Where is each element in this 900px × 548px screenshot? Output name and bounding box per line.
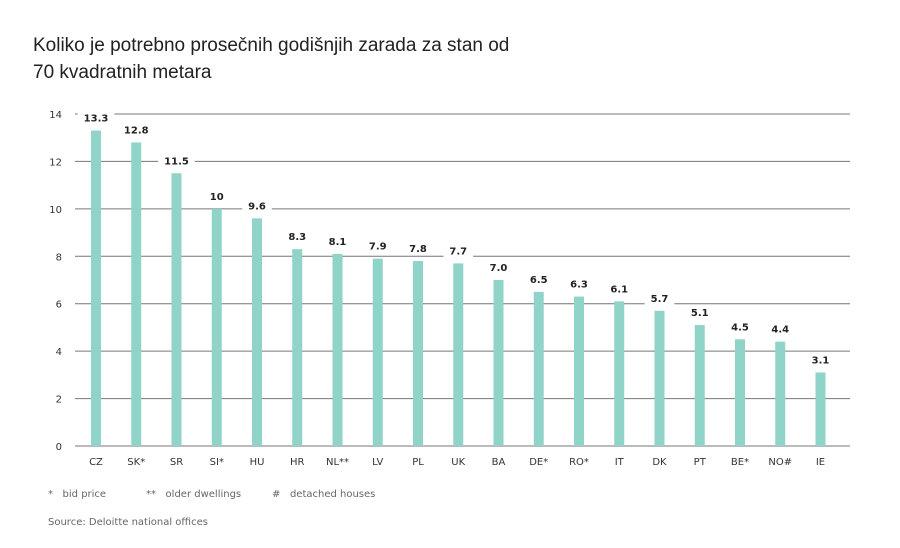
data-label: 7.8: [409, 244, 427, 255]
x-tick-label: IE: [816, 457, 825, 468]
bar: [453, 263, 464, 446]
data-label: 3.1: [812, 355, 830, 366]
bar: [211, 208, 222, 446]
y-tick-label: 8: [56, 252, 62, 263]
data-label-bg: [242, 198, 272, 213]
data-label-bg: [805, 352, 836, 367]
x-tick-label: CZ: [89, 457, 103, 468]
data-label: 4.5: [731, 322, 749, 333]
data-label-bg: [765, 321, 796, 336]
bar: [91, 130, 101, 446]
data-label-bg: [684, 305, 715, 320]
source-note: Source: Deloitte national offices: [48, 517, 208, 528]
y-tick-label: 0: [56, 442, 62, 453]
bar: [131, 142, 142, 446]
note-text: bid price: [62, 489, 107, 500]
bar: [815, 372, 826, 446]
data-label-bg: [77, 110, 115, 125]
data-label-bg: [403, 241, 433, 256]
data-label: 6.5: [530, 275, 548, 286]
data-label: 5.7: [651, 294, 669, 305]
y-tick-label: 10: [49, 205, 62, 216]
note-bid-price: * bid price: [48, 489, 106, 500]
data-label: 12.8: [124, 125, 149, 136]
y-tick-label: 6: [56, 300, 62, 311]
bar: [533, 291, 544, 446]
data-label: 7.0: [490, 263, 508, 274]
x-tick-label: UK: [451, 457, 465, 468]
bar: [292, 249, 303, 446]
x-tick-label: SI*: [210, 457, 224, 468]
note-symbol: **: [146, 489, 156, 500]
data-label-bg: [158, 153, 195, 168]
data-label-bg: [604, 281, 635, 296]
data-label-bg: [282, 229, 313, 244]
bar: [654, 310, 665, 446]
x-tick-label: NL**: [326, 457, 349, 468]
data-label: 7.7: [449, 246, 467, 257]
data-label: 6.3: [570, 280, 588, 291]
bar: [372, 258, 383, 446]
data-label-bg: [362, 238, 393, 253]
bar: [614, 301, 625, 446]
x-tick-label: SK*: [127, 457, 145, 468]
data-label-bg: [117, 122, 155, 137]
x-tick-label: IT: [615, 457, 625, 468]
data-label-bg: [725, 319, 755, 334]
bar: [574, 296, 584, 446]
data-label-bg: [523, 271, 554, 286]
data-label: 5.1: [691, 308, 709, 319]
x-tick-label: PT: [694, 457, 707, 468]
note-older-dwellings: ** older dwellings: [146, 489, 241, 500]
data-label-bg: [443, 243, 474, 258]
x-tick-label: SR: [170, 457, 183, 468]
x-tick-label: DK: [652, 457, 667, 468]
bar: [252, 218, 262, 446]
data-label-bg: [483, 260, 514, 274]
x-tick-label: RO*: [569, 457, 589, 468]
data-label: 9.6: [248, 201, 266, 212]
data-label: 8.3: [288, 232, 306, 243]
y-tick-label: 2: [56, 395, 62, 406]
data-label: 8.1: [329, 237, 347, 248]
data-label-bg: [644, 290, 675, 305]
data-label: 6.1: [610, 284, 628, 295]
note-symbol: *: [48, 489, 53, 500]
x-tick-label: BE*: [731, 457, 749, 468]
x-tick-label: PL: [412, 457, 424, 468]
y-tick-label: 14: [49, 110, 62, 121]
data-label: 7.9: [369, 242, 387, 253]
y-tick-label: 12: [49, 157, 62, 168]
x-tick-label: HR: [290, 457, 305, 468]
x-tick-label: LV: [372, 457, 383, 468]
data-label-bg: [564, 276, 594, 291]
note-text: older dwellings: [165, 489, 242, 500]
x-tick-label: DE*: [529, 457, 548, 468]
bar: [775, 341, 786, 446]
data-label: 4.4: [771, 325, 789, 336]
bar: [413, 261, 423, 446]
bar: [694, 325, 705, 446]
data-label-bg: [322, 233, 353, 248]
bar: [493, 280, 504, 446]
data-label: 13.3: [84, 114, 109, 125]
data-label-bg: [205, 188, 228, 203]
x-tick-label: HU: [250, 457, 265, 468]
bar: [171, 173, 182, 447]
note-detached-houses: # detached houses: [272, 489, 375, 500]
bar: [735, 339, 745, 446]
data-label: 10: [210, 192, 224, 203]
note-symbol: #: [272, 489, 281, 500]
y-tick-label: 4: [56, 347, 62, 358]
chart-title: Koliko je potrebno prosečnih godišnjih z…: [33, 35, 510, 83]
bar: [332, 253, 343, 446]
x-tick-label: NO#: [768, 457, 792, 468]
x-tick-label: BA: [492, 457, 506, 468]
data-label: 11.5: [164, 156, 189, 167]
note-text: detached houses: [289, 489, 376, 500]
